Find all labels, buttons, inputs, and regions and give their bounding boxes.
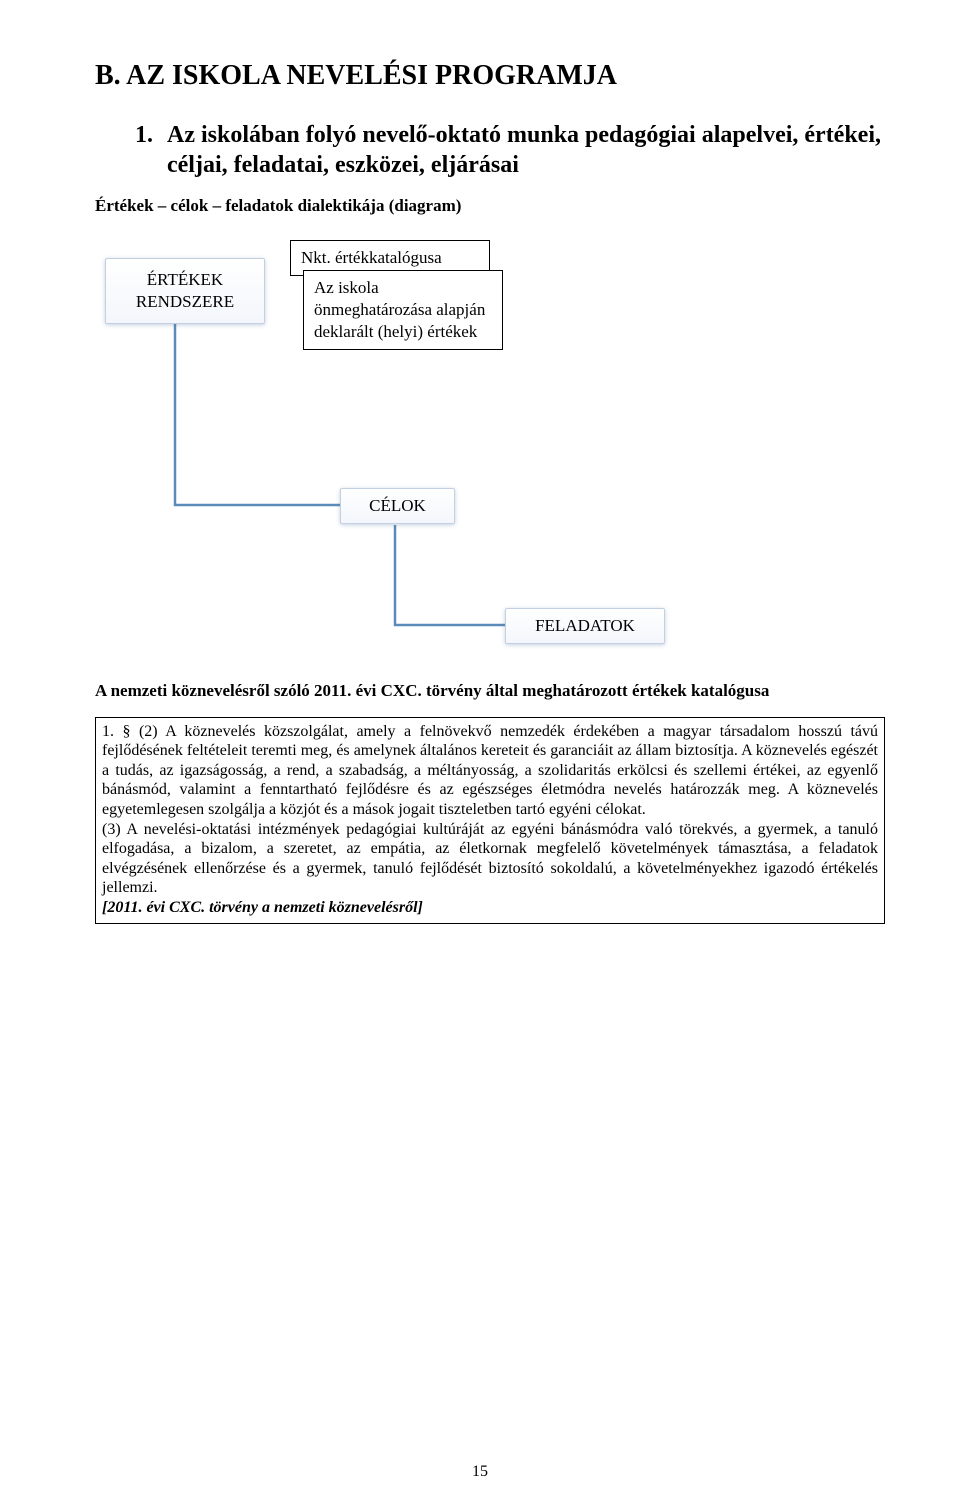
subtitle-text: Az iskolában folyó nevelő-oktató munka p… [167,120,885,180]
law-citation: [2011. évi CXC. törvény a nemzeti köznev… [102,898,878,918]
subtitle-number: 1. [135,120,153,150]
law-paragraph-1: 1. § (2) A köznevelés közszolgálat, amel… [102,722,878,820]
diagram-box-feladatok: FELADATOK [505,608,665,644]
diagram-box-helyi-ertekek: Az iskola önmeghatározása alapján deklar… [303,270,503,350]
law-quote-box: 1. § (2) A köznevelés közszolgálat, amel… [95,717,885,924]
section-subtitle: 1. Az iskolában folyó nevelő-oktató munk… [135,120,885,180]
law-paragraph-2: (3) A nevelési-oktatási intézmények peda… [102,820,878,898]
page-title: B. AZ ISKOLA NEVELÉSI PROGRAMJA [95,60,885,92]
values-diagram: ÉRTÉKEK RENDSZERE Nkt. értékkatalógusa A… [95,240,885,670]
page-number: 15 [0,1463,960,1481]
intro-paragraph: Értékek – célok – feladatok dialektikája… [95,196,885,216]
diagram-box-ertekek-rendszere: ÉRTÉKEK RENDSZERE [105,258,265,324]
section-heading: A nemzeti köznevelésről szóló 2011. évi … [95,680,885,703]
diagram-box-celok: CÉLOK [340,488,455,524]
